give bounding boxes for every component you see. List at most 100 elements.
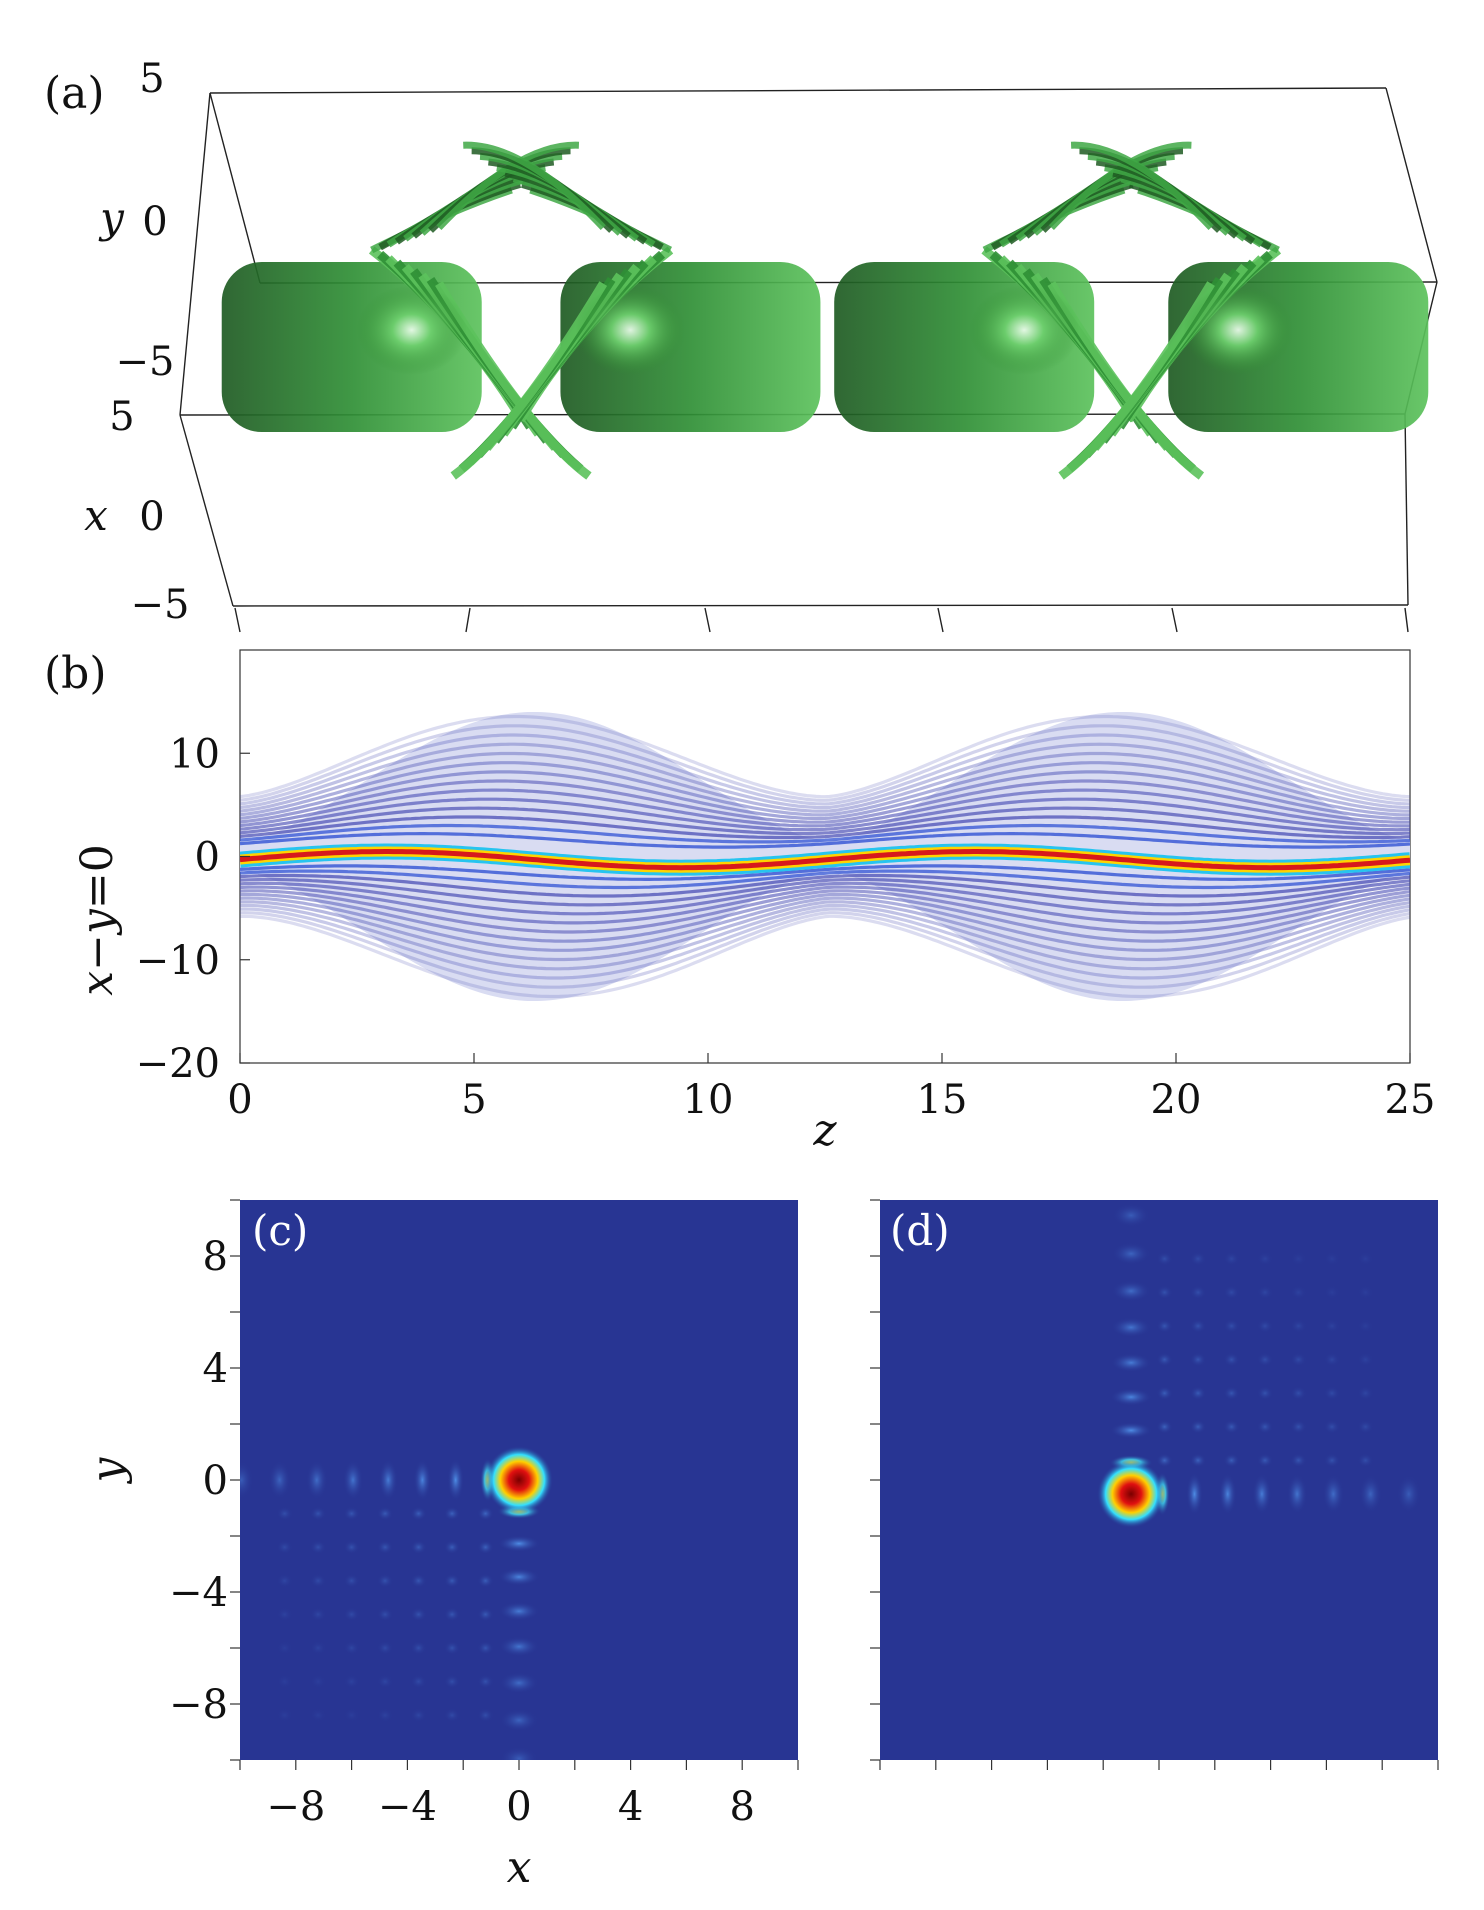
spot-lobe — [444, 1708, 461, 1723]
b-xtick-label: 10 — [683, 1077, 734, 1123]
spot-lobe — [1287, 1474, 1308, 1514]
spot-lobe — [1111, 1242, 1151, 1265]
spot-lobe — [499, 1636, 539, 1657]
spot-lobe — [498, 1601, 540, 1621]
spot-lobe — [1156, 1386, 1173, 1401]
b-xtick-label: 0 — [227, 1077, 252, 1123]
b-fringe — [240, 733, 1410, 806]
b-fringe — [240, 864, 1410, 881]
spot-lobe — [276, 1674, 293, 1689]
b-fringe — [240, 873, 1410, 898]
b-fringe — [240, 724, 1410, 802]
b-fringe — [240, 889, 1410, 934]
spot-lobe — [1112, 1203, 1150, 1228]
spot-lobe — [149, 1462, 175, 1498]
spot-lobe — [410, 1607, 427, 1622]
spot-lobe — [268, 1460, 291, 1500]
b-fringe — [240, 779, 1410, 824]
a-ylabel: y — [98, 193, 125, 242]
b-core-band — [240, 849, 1410, 871]
spot-lobe — [276, 1573, 293, 1588]
spot-lobe — [1156, 1352, 1173, 1367]
panel-b-label: (b) — [44, 648, 107, 699]
a-surface-blob — [1058, 141, 1429, 480]
b-fringe — [240, 881, 1410, 916]
c-xtick-label: 4 — [618, 1784, 643, 1830]
spot-lobe — [310, 1641, 327, 1655]
peak-spot — [1097, 1460, 1166, 1528]
spot-lobe — [1357, 1251, 1374, 1266]
a-xtick-bot: −5 — [131, 582, 190, 628]
panel-c: (c) −8 −4 0 4 8 8 4 0 −4 −8 y x — [82, 1199, 799, 1893]
panel-a: (a) 5 y 0 −5 5 x 0 — [44, 56, 1438, 633]
b-fringe — [240, 892, 1410, 943]
spot-lobe — [1156, 1419, 1173, 1434]
b-xtick-label: 5 — [461, 1077, 486, 1123]
c-ytick-label: −4 — [169, 1570, 228, 1616]
spot-lobe — [497, 1535, 541, 1552]
spot-lobe — [1357, 1453, 1374, 1468]
a-ytick-bot: −5 — [116, 339, 175, 385]
spot-lobe — [1290, 1285, 1307, 1300]
spot-lobe — [1357, 1352, 1374, 1367]
c-xlabel: x — [507, 1842, 532, 1893]
c-ytick-label: 8 — [203, 1234, 228, 1280]
spot-lobe — [1323, 1453, 1340, 1468]
spot-lobe — [1223, 1386, 1240, 1401]
spot-lobe — [1323, 1251, 1340, 1266]
spot-lobe — [410, 1708, 427, 1723]
spot-lobe — [1290, 1453, 1307, 1468]
spot-lobe — [1223, 1285, 1240, 1300]
spot-lobe — [410, 1573, 427, 1588]
panel-d: (d) — [870, 1199, 1439, 1770]
panel-b: (b) 0 5 10 15 20 25 10 0 −10 −20 x−y=0 z — [44, 648, 1435, 1156]
b-fringe — [240, 751, 1410, 813]
spot-lobe — [1290, 1419, 1307, 1434]
spot-lobe — [1257, 1251, 1274, 1266]
spot-lobe — [1111, 1280, 1151, 1302]
spot-lobe — [1323, 1419, 1340, 1434]
spot-lobe — [477, 1674, 494, 1689]
spot-lobe — [1290, 1319, 1307, 1333]
spot-lobe — [444, 1540, 461, 1555]
b-fringe — [240, 797, 1410, 832]
spot-lobe — [1110, 1388, 1152, 1406]
spot-lobe — [1190, 1352, 1207, 1367]
a-xtick-mid: 0 — [139, 494, 164, 540]
spot-lobe — [343, 1641, 360, 1655]
b-ytick-label: 10 — [169, 731, 220, 777]
spot-lobe — [276, 1641, 293, 1655]
a-xtick-top: 5 — [109, 394, 134, 440]
spot-lobe — [499, 1672, 539, 1694]
spot-lobe — [1156, 1285, 1173, 1300]
spot-lobe — [276, 1540, 293, 1555]
spot-lobe — [1156, 1319, 1173, 1333]
spot-lobe — [1257, 1453, 1274, 1468]
spot-lobe — [413, 1459, 432, 1501]
b-fringe — [240, 761, 1410, 817]
spot-lobe — [310, 1540, 327, 1555]
spot-lobe — [1218, 1473, 1237, 1515]
b-xtick-label: 25 — [1385, 1077, 1436, 1123]
b-fringe — [240, 896, 1410, 952]
spot-lobe — [1190, 1251, 1207, 1266]
spot-lobe — [410, 1641, 427, 1655]
spot-lobe — [1396, 1475, 1421, 1513]
b-fringe — [240, 869, 1410, 890]
box-ticks — [234, 607, 1409, 633]
spot-lobe — [1223, 1419, 1240, 1434]
b-fringe — [240, 911, 1410, 989]
b-fringe — [240, 823, 1410, 844]
spot-lobe — [1357, 1419, 1374, 1434]
b-ylabel: x−y=0 — [72, 844, 123, 995]
a-surface-blob — [221, 141, 592, 480]
spot-lobe — [1290, 1386, 1307, 1401]
b-fringe — [240, 806, 1410, 836]
b-ytick-label: −10 — [136, 938, 220, 984]
c-ytick-label: −8 — [169, 1682, 228, 1728]
spot-lobe — [1190, 1285, 1207, 1300]
spot-lobe — [310, 1607, 327, 1622]
spot-lobe — [377, 1708, 394, 1723]
c-xtick-label: −8 — [266, 1784, 325, 1830]
